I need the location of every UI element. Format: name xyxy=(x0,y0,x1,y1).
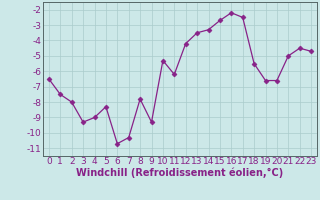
X-axis label: Windchill (Refroidissement éolien,°C): Windchill (Refroidissement éolien,°C) xyxy=(76,168,284,178)
